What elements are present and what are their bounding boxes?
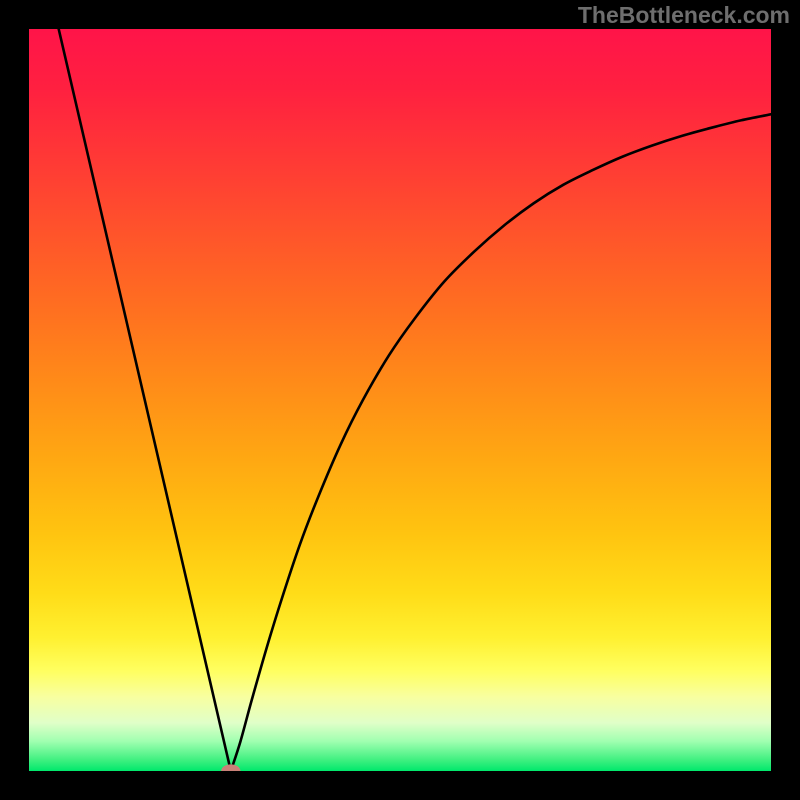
gradient-background [29, 29, 771, 771]
watermark-text: TheBottleneck.com [578, 2, 790, 29]
chart-container: TheBottleneck.com [0, 0, 800, 800]
plot-svg [29, 29, 771, 771]
plot-area [29, 29, 771, 771]
